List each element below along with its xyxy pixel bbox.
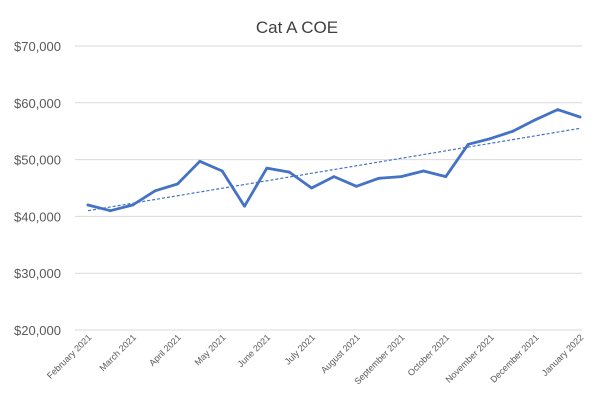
data-point bbox=[287, 170, 291, 174]
y-tick-label: $50,000 bbox=[14, 153, 61, 168]
data-point bbox=[265, 166, 269, 170]
data-point bbox=[556, 108, 560, 112]
data-point bbox=[578, 115, 582, 119]
trendline bbox=[87, 127, 581, 212]
x-tick-label: April 2021 bbox=[147, 332, 183, 368]
x-tick-label: June 2021 bbox=[236, 332, 273, 369]
x-tick-label: December 2021 bbox=[488, 332, 540, 384]
y-tick-label: $70,000 bbox=[14, 39, 61, 54]
series-line bbox=[86, 108, 582, 213]
y-tick-label: $60,000 bbox=[14, 96, 61, 111]
x-tick-label: March 2021 bbox=[97, 332, 138, 373]
data-point bbox=[86, 203, 90, 207]
x-tick-label: July 2021 bbox=[283, 332, 317, 366]
linear-trendline bbox=[87, 127, 581, 212]
data-point bbox=[108, 209, 112, 213]
data-point bbox=[377, 176, 381, 180]
series-lines bbox=[86, 108, 582, 213]
data-point bbox=[131, 203, 135, 207]
x-tick-label: February 2021 bbox=[45, 332, 93, 380]
data-point bbox=[399, 175, 403, 179]
data-point bbox=[198, 159, 202, 163]
x-tick-label: October 2021 bbox=[406, 332, 452, 378]
data-point bbox=[332, 175, 336, 179]
x-axis-tick-labels: February 2021 March 2021 April 2021 May 202… bbox=[45, 332, 585, 386]
x-tick-label: May 2021 bbox=[193, 332, 228, 367]
data-point bbox=[354, 184, 358, 188]
chart-title: Cat A COE bbox=[256, 18, 338, 37]
x-tick-label: August 2021 bbox=[319, 332, 362, 375]
y-tick-label: $30,000 bbox=[14, 266, 61, 281]
y-tick-label: $20,000 bbox=[14, 323, 61, 338]
data-point bbox=[422, 169, 425, 173]
data-point bbox=[310, 186, 314, 190]
data-point bbox=[511, 129, 515, 133]
gridlines bbox=[75, 45, 582, 331]
data-point bbox=[153, 189, 157, 193]
data-point bbox=[243, 204, 246, 208]
x-tick-label: January 2022 bbox=[540, 332, 586, 378]
y-axis-tick-labels: $20,000 $30,000 $40,000 $50,000 $60,000 $70,0… bbox=[14, 39, 61, 338]
data-point bbox=[444, 175, 448, 179]
data-point bbox=[489, 137, 492, 140]
data-point bbox=[466, 142, 470, 146]
data-point bbox=[176, 182, 179, 186]
data-point bbox=[533, 118, 537, 122]
y-tick-label: $40,000 bbox=[14, 209, 61, 224]
data-point bbox=[220, 169, 224, 173]
